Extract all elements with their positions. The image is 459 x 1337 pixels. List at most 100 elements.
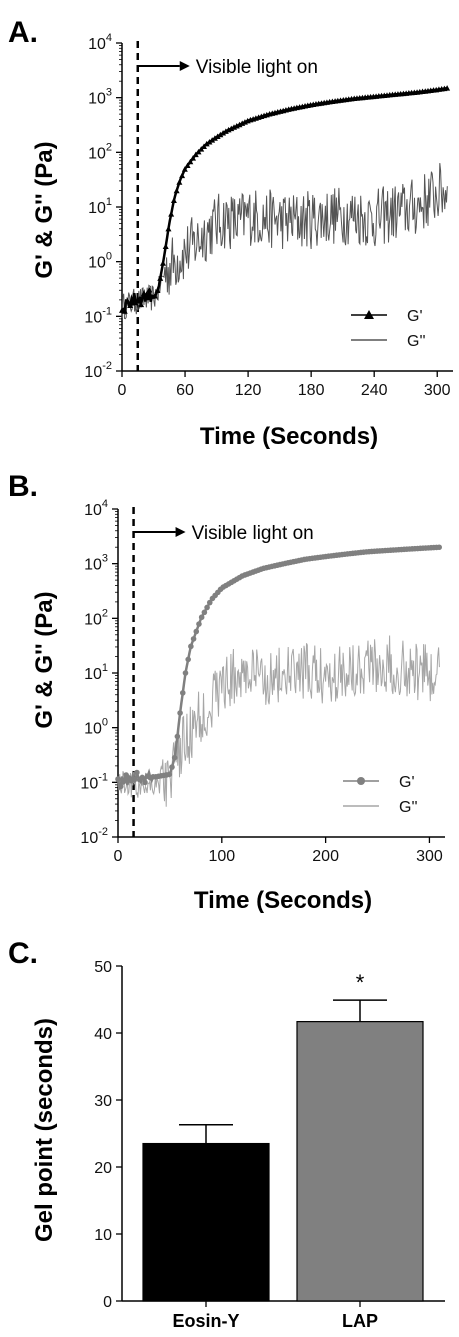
panel-a-gp-point [222,128,229,134]
panel-c-significance: * [356,970,365,995]
panel-b-gp-point [131,777,137,783]
panel-b-gp-point [120,778,127,785]
panel-b-gp-point [201,609,208,616]
panel-a-gp-point [187,158,194,165]
panel-a-xtick-label: 300 [424,382,451,399]
panel-a-xtick-label: 60 [176,382,194,399]
panel-a-line-chart: A. G' & G'' (Pa) Time (Seconds) 10-2 10-1… [8,16,453,450]
panel-c-category-label: Eosin-Y [172,1311,239,1331]
panel-a-gp-point [190,155,197,161]
panel-b-gp-point [182,670,189,676]
panel-c-ytick-label: 50 [94,959,112,976]
panel-a-gp-point [444,85,451,91]
panel-a-xtick-label: 240 [361,382,388,399]
panel-b-ytick-label: 100 [84,717,108,738]
panel-b-ytick-label: 101 [84,662,108,683]
panel-b-gp-point [117,783,124,790]
panel-b-ylabel: G' & G'' (Pa) [31,591,58,728]
panel-b-gp-point [179,690,186,696]
panel-b-gp-point [169,764,175,770]
panel-b-xlabel: Time (Seconds) [194,887,372,914]
panel-b-gp-point [139,774,146,781]
panel-b-gp-point [142,779,148,786]
panel-a-legend-gp-label: G' [407,308,423,325]
panel-c-label: C. [8,937,38,970]
panel-b-ytick-label: 102 [84,607,108,628]
panel-a-legend-gpp-label: G'' [407,333,426,350]
panel-b-gp-point [188,643,194,650]
panel-b-gp-point [177,710,183,716]
panel-c-ytick-label: 0 [103,1294,112,1311]
panel-b-line-chart: B. G' & G'' (Pa) Time (Seconds) 10-2 10-1… [8,470,445,914]
panel-a-xtick-label: 120 [235,382,262,399]
panel-c-bar-1 [296,1021,424,1302]
panel-a-gp-point [151,293,158,299]
panel-b-gp-point [115,776,121,782]
panel-b-label: B. [8,470,38,503]
panel-a-gp-point [124,297,131,304]
panel-b-gp-point [190,636,197,642]
panel-b-annotation-arrowhead [175,527,186,537]
panel-c-bar-chart: C. Gel point (seconds) 0 10 20 30 40 50 Eosin-… [8,937,445,1331]
panel-a-gp-point [211,135,218,141]
panel-b-legend-gpp-label: G'' [399,799,418,816]
panel-b-ytick-label: 10-2 [80,826,108,847]
panel-b-gp-point [436,544,442,551]
panel-b-xtick-label: 300 [416,848,443,865]
panel-b-gp-point [198,614,205,621]
panel-c-bar-0 [142,1142,270,1302]
panel-a-gp-point [181,166,188,172]
panel-c-ytick-label: 20 [94,1160,112,1177]
panel-a-ytick-label: 102 [88,141,112,162]
panel-a-ylabel: G' & G'' (Pa) [31,141,58,278]
panel-c-category-label: LAP [342,1311,378,1331]
panel-b-ytick-label: 104 [84,498,108,519]
panel-a-ytick-label: 10-1 [84,305,112,326]
panel-a-gp-point [170,197,177,204]
panel-a-gp-point [165,225,172,232]
panel-a-gp-point [179,172,186,179]
panel-a-gp-point [206,139,213,145]
panel-b-gp-point [166,771,173,778]
panel-c-ytick-label: 10 [94,1227,112,1244]
panel-a-gp-point [143,291,150,297]
panel-b-gp-point [206,599,213,606]
panel-c-ytick-label: 30 [94,1093,112,1110]
panel-a-gp-point [135,298,142,304]
panel-a-ytick-label: 100 [88,251,112,272]
panel-a-xtick-label: 180 [298,382,325,399]
panel-b-gp-point [185,656,191,663]
panel-a-gp-point [220,130,227,136]
panel-a-gp-point [162,243,169,249]
panel-b-xtick-label: 0 [114,848,123,865]
panel-a-gp-point [121,308,128,314]
panel-a-legend-gp-marker [364,310,374,319]
panel-a-xtick-label: 0 [118,382,127,399]
panel-a-label: A. [8,16,38,49]
panel-c-ylabel: Gel point (seconds) [31,1018,58,1242]
panel-a-gp-point [132,299,139,306]
panel-a-gp-point [146,286,153,293]
panel-b-annotation-text: Visible light on [192,523,314,544]
panel-a-annotation-text: Visible light on [196,57,318,78]
panel-a-ytick-label: 101 [88,196,112,217]
panel-a-gp-point [159,260,166,266]
panel-a-series-gpp [121,163,448,320]
panel-b-gp-point [174,733,181,740]
panel-a-gp-point [209,137,216,143]
panel-a-gp-point [214,133,221,139]
panel-b-gp-point [193,628,200,635]
panel-a-gp-point [203,140,210,147]
panel-a-gp-point [217,131,224,138]
panel-b-gp-point [196,621,202,627]
panel-b-xtick-label: 200 [312,848,339,865]
panel-a-gp-point [138,301,145,308]
panel-a-ytick-label: 104 [88,32,112,53]
panel-a-gp-point [168,211,175,217]
panel-a-xlabel: Time (Seconds) [200,423,378,450]
panel-a-gp-point [157,275,164,281]
panel-a-annotation-arrowhead [179,61,190,71]
panel-a-ytick-label: 103 [88,87,112,108]
panel-b-legend-gp-label: G' [399,774,415,791]
